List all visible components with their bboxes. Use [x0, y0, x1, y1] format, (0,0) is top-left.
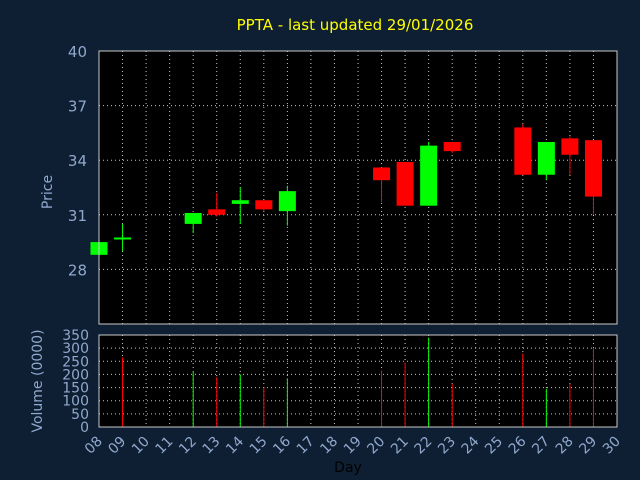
candle-body: [208, 209, 226, 215]
x-tick-label: 19: [341, 434, 365, 458]
x-tick-label: 10: [129, 434, 153, 458]
candle-body: [514, 127, 532, 175]
price-tick-label: 37: [68, 98, 87, 116]
x-tick-label: 22: [412, 434, 436, 458]
x-tick-label: 28: [553, 434, 577, 458]
x-tick-label: 14: [223, 433, 247, 457]
price-tick-label: 40: [68, 43, 87, 61]
x-tick-label: 13: [200, 434, 224, 458]
x-tick-label: 20: [364, 434, 388, 458]
chart-title: PPTA - last updated 29/01/2026: [237, 16, 474, 34]
candle-body: [561, 138, 579, 155]
price-plot-border: [98, 50, 618, 325]
x-tick-label: 30: [600, 434, 624, 458]
price-tick-label: 31: [68, 207, 87, 225]
candle-body: [184, 212, 202, 224]
candle-body: [443, 142, 461, 152]
x-tick-label: 27: [529, 434, 553, 458]
candle-body: [278, 191, 296, 212]
volume-tick-label: 200: [62, 367, 89, 383]
x-tick-label: 15: [247, 434, 271, 458]
volume-tick-label: 300: [62, 341, 89, 357]
volume-axis-label: Volume (0000): [30, 329, 46, 432]
x-tick-label: 18: [317, 434, 341, 458]
x-axis-ticks: 08 09 10 11 12 13 14 15 16 17 18 19 20 21 22 23 24 25 26 27…: [82, 433, 624, 457]
volume-plot-area: [99, 335, 617, 427]
candle-body: [537, 142, 555, 175]
volume-tick-label: 250: [62, 354, 89, 370]
candle-body: [396, 162, 414, 206]
candle-body: [584, 140, 602, 197]
x-axis-label: Day: [334, 460, 362, 476]
x-tick-label: 29: [576, 434, 600, 458]
candle-body: [373, 167, 391, 181]
candle-body: [420, 145, 438, 206]
volume-tick-label: 100: [62, 394, 89, 410]
x-tick-label: 09: [105, 434, 129, 458]
x-tick-label: 12: [176, 434, 200, 458]
candle-body: [255, 200, 273, 210]
price-axis-label: Price: [40, 175, 56, 209]
volume-tick-label: 150: [62, 381, 89, 397]
x-tick-label: 24: [459, 433, 483, 457]
x-tick-label: 21: [388, 434, 412, 458]
candle-body: [231, 200, 249, 204]
volume-tick-label: 350: [62, 328, 89, 344]
volume-plot-border: [98, 334, 618, 428]
x-tick-label: 17: [294, 434, 318, 458]
price-tick-label: 34: [68, 152, 87, 170]
x-tick-label: 25: [482, 434, 506, 458]
x-tick-label: 26: [506, 433, 530, 457]
volume-tick-label: 0: [80, 420, 89, 436]
x-tick-label: 11: [153, 434, 177, 458]
price-panel: 28 31 34 37 40: [68, 43, 618, 325]
volume-tick-label: 50: [71, 407, 89, 423]
price-tick-label: 28: [68, 261, 87, 279]
x-tick-label: 08: [82, 434, 106, 458]
x-tick-label: 16: [270, 433, 294, 457]
x-tick-label: 23: [435, 434, 459, 458]
